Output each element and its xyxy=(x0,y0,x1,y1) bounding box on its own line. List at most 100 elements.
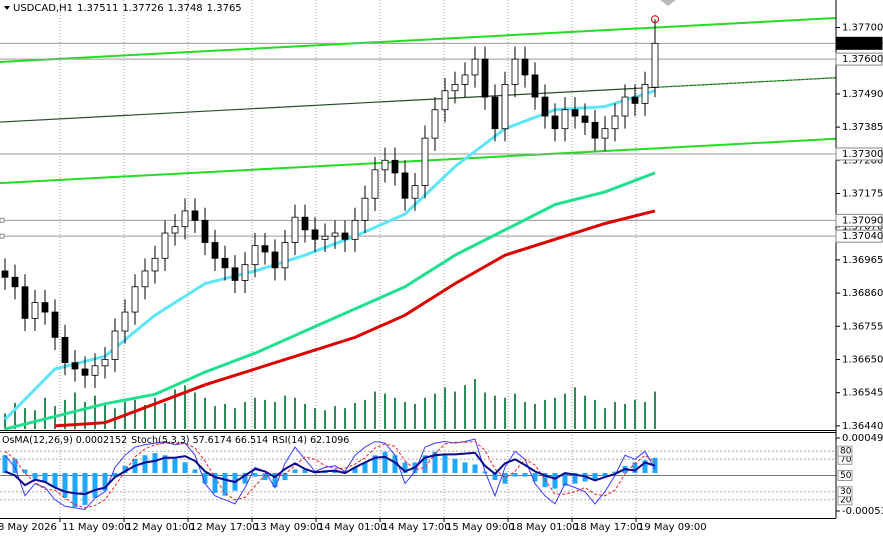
volume-bar xyxy=(204,397,206,429)
rsi-line xyxy=(4,451,656,496)
line-handle xyxy=(0,217,5,223)
candle-body xyxy=(281,242,289,269)
moving-average xyxy=(4,171,656,430)
volume-bar xyxy=(414,404,416,429)
osma-bar xyxy=(2,455,8,474)
volume-bar xyxy=(304,404,306,429)
level-label-box xyxy=(837,470,853,481)
osma-bar xyxy=(282,473,288,481)
candle-body xyxy=(81,368,89,376)
y-tick-label: 1.37070 xyxy=(842,222,883,233)
volume-bar xyxy=(274,401,276,429)
price-label: 1.37650 xyxy=(842,38,883,49)
candle-body xyxy=(391,159,399,174)
volume-bar xyxy=(104,404,106,429)
candle-body xyxy=(151,257,159,272)
candle-body xyxy=(411,185,419,199)
candle-body xyxy=(531,74,539,98)
alert-marker xyxy=(651,15,659,24)
level-label: 50 xyxy=(840,471,852,481)
y-tick-label: 1.37175 xyxy=(842,189,883,200)
osma-bar xyxy=(442,455,448,474)
osma-bar xyxy=(392,455,398,474)
volume-bar xyxy=(604,408,606,429)
volume-bar xyxy=(144,405,146,429)
candle-body xyxy=(321,235,329,240)
level-label: 70 xyxy=(840,455,852,465)
volume-bar xyxy=(564,393,566,429)
volume-bar xyxy=(654,391,656,429)
y-tick-label: 1.36965 xyxy=(842,255,883,266)
candle-body xyxy=(101,359,109,367)
osma-bar xyxy=(272,473,278,488)
osma-bar xyxy=(372,455,378,474)
volume-bar xyxy=(374,391,376,429)
price-label: 1.37040 xyxy=(842,231,883,242)
volume-bar xyxy=(84,401,86,429)
osma-bar xyxy=(552,473,558,489)
candle-body xyxy=(601,128,609,139)
osma-bar xyxy=(142,455,148,474)
y-tick-label: 1.37700 xyxy=(842,23,883,34)
candle-body xyxy=(441,90,449,111)
osma-bar xyxy=(382,451,388,474)
osma-bar xyxy=(82,473,88,505)
candle-body xyxy=(191,210,199,221)
osma-bar xyxy=(422,455,428,474)
level-label-box xyxy=(837,445,853,457)
volume-bar xyxy=(554,397,556,429)
volume-bar xyxy=(524,401,526,429)
osma-bar xyxy=(262,473,268,481)
osma-bar xyxy=(352,467,358,474)
osma-bar xyxy=(292,469,298,474)
volume-bar xyxy=(534,404,536,429)
candle-body xyxy=(571,109,579,117)
y-tick-label: 1.36440 xyxy=(842,421,883,432)
price-label-box xyxy=(835,52,883,66)
candle-body xyxy=(261,245,269,253)
volume-bar xyxy=(644,401,646,429)
volume-bar xyxy=(584,395,586,429)
osma-bar xyxy=(22,469,28,474)
candle-body xyxy=(221,257,229,269)
candle-body xyxy=(11,276,19,288)
volume-bar xyxy=(174,389,176,429)
volume-bar xyxy=(514,393,516,429)
candle-body xyxy=(51,311,59,338)
candle-body xyxy=(471,58,479,76)
y-tick-label: 1.37280 xyxy=(842,155,883,166)
y-tick-label: 0.000494 xyxy=(842,433,883,444)
moving-average xyxy=(54,209,656,428)
candle-body xyxy=(651,42,659,88)
osma-bar xyxy=(172,458,178,474)
osma-bar xyxy=(102,473,108,491)
candle-body xyxy=(641,84,649,104)
osma-bar xyxy=(402,462,408,474)
candle-body xyxy=(251,245,259,266)
candle-body xyxy=(351,219,359,240)
candle-body xyxy=(631,96,639,104)
osma-bar xyxy=(72,473,78,508)
osma-bar xyxy=(492,473,498,481)
osma-bar xyxy=(42,473,48,482)
osma-bar xyxy=(152,453,158,474)
price-label: 1.37300 xyxy=(842,149,883,160)
level-label: 30 xyxy=(840,487,852,497)
volume-bar xyxy=(334,406,336,429)
candle-body xyxy=(21,286,29,319)
price-label-box xyxy=(835,147,883,161)
x-tick-label: 8 May 2026 xyxy=(0,522,57,533)
volume-bar xyxy=(214,406,216,429)
x-tick-label: 12 May 01:00 xyxy=(126,522,195,533)
candle-body xyxy=(131,286,139,313)
x-tick-label: 12 May 17:00 xyxy=(190,522,259,533)
line-handle xyxy=(0,233,5,239)
y-tick-label: 1.37490 xyxy=(842,89,883,100)
candle-body xyxy=(621,96,629,117)
volume-bar xyxy=(384,393,386,429)
osma-bar xyxy=(462,462,468,474)
volume-bar xyxy=(184,385,186,429)
osma-bar xyxy=(182,462,188,474)
x-tick-label: 18 May 01:00 xyxy=(510,522,579,533)
volume-bar xyxy=(194,392,196,429)
